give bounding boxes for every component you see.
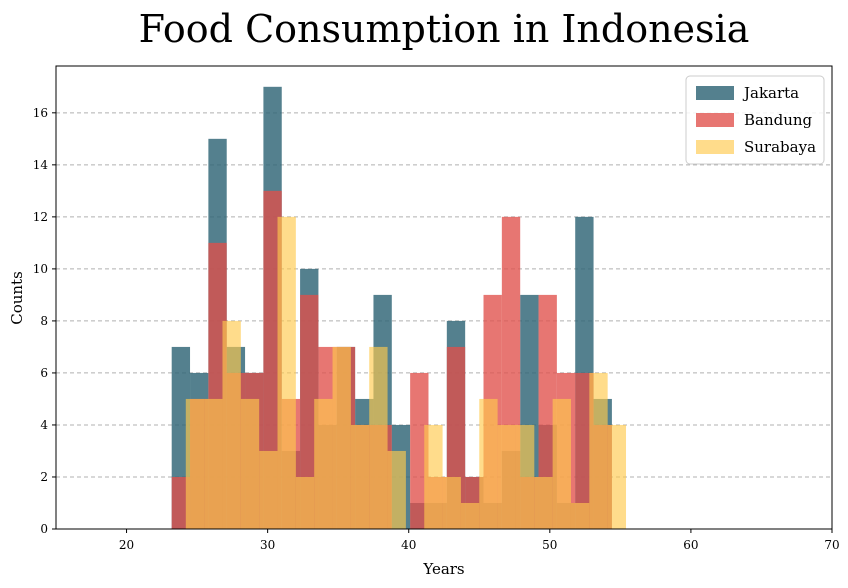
- series-surabaya: [185, 216, 627, 529]
- x-tick-label: 30: [260, 538, 275, 552]
- y-tick-label: 4: [40, 418, 48, 432]
- histogram-bar: [295, 476, 315, 529]
- x-tick-label: 60: [683, 538, 698, 552]
- histogram-bar: [410, 372, 429, 529]
- chart-title: Food Consumption in Indonesia: [139, 7, 750, 51]
- histogram-bar: [263, 190, 282, 529]
- histogram-bar: [589, 372, 608, 529]
- x-axis-ticks: 20 30 40 50 60 70: [119, 529, 840, 552]
- histogram-bar: [424, 424, 443, 529]
- y-tick-label: 8: [40, 314, 48, 328]
- plot-frame: [55, 65, 833, 530]
- histogram-bar: [387, 450, 406, 529]
- y-tick-label: 12: [33, 210, 48, 224]
- histogram-bar: [534, 476, 553, 529]
- histogram-bar: [332, 346, 351, 529]
- y-tick-label: 6: [40, 366, 48, 380]
- x-tick-label: 70: [824, 538, 839, 552]
- legend-swatch: [696, 140, 734, 154]
- histogram-bar: [204, 398, 223, 529]
- y-tick-label: 14: [33, 158, 49, 172]
- x-tick-label: 50: [542, 538, 557, 552]
- y-axis-label: Counts: [8, 271, 26, 325]
- histogram-bars: [171, 86, 627, 529]
- legend-label: Jakarta: [742, 84, 799, 102]
- x-tick-label: 20: [119, 538, 134, 552]
- legend-label: Surabaya: [744, 138, 816, 156]
- histogram-bar: [277, 216, 296, 529]
- x-tick-label: 40: [401, 538, 416, 552]
- y-tick-label: 10: [33, 262, 48, 276]
- histogram-bar: [575, 372, 594, 529]
- y-tick-label: 2: [40, 470, 48, 484]
- histogram-bar: [171, 476, 191, 529]
- histogram-bar: [607, 424, 627, 529]
- legend-label: Bandung: [744, 111, 813, 129]
- histogram-bar: [222, 320, 241, 529]
- y-tick-label: 0: [40, 522, 48, 536]
- y-tick-label: 16: [33, 106, 48, 120]
- histogram-bar: [515, 424, 535, 529]
- histogram-bar: [314, 398, 333, 529]
- histogram-bar: [369, 346, 388, 529]
- y-axis-ticks: 0 2 4 6 8 10 12 14 16: [33, 106, 56, 536]
- histogram-bar: [479, 398, 498, 529]
- histogram-bar: [259, 450, 278, 529]
- histogram-bar: [460, 502, 480, 529]
- legend-swatch: [696, 113, 734, 127]
- histogram-bar: [497, 424, 516, 529]
- histogram-bar: [538, 294, 557, 529]
- histogram-bar: [185, 398, 205, 529]
- histogram-bar: [570, 502, 590, 529]
- histogram-bar: [552, 398, 571, 529]
- legend-swatch: [696, 86, 734, 100]
- histogram-bar: [300, 294, 319, 529]
- legend: Jakarta Bandung Surabaya: [685, 75, 825, 165]
- histogram-bar: [350, 424, 370, 529]
- histogram-bar: [240, 398, 260, 529]
- x-axis-label: Years: [422, 560, 464, 578]
- histogram-bar: [442, 476, 461, 529]
